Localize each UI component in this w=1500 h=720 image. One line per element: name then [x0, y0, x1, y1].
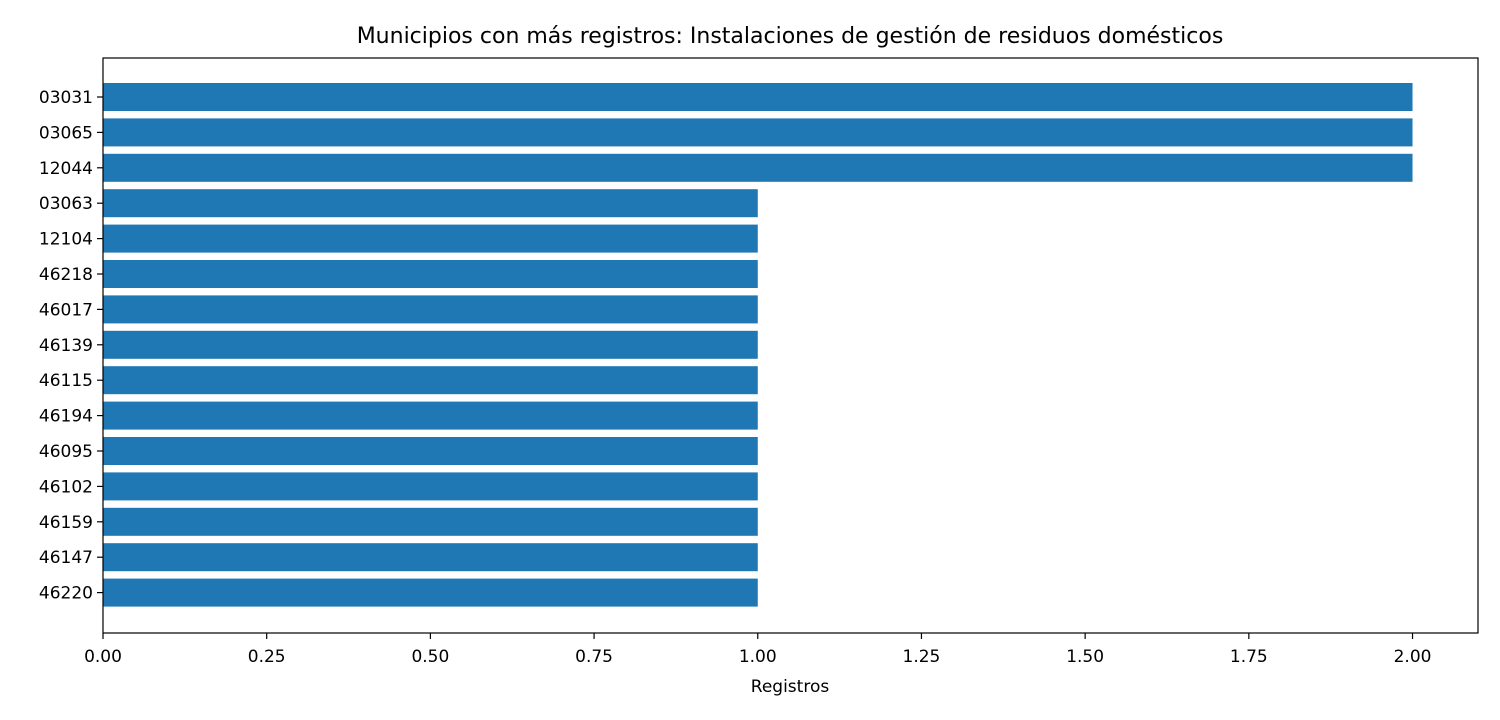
x-tick-label: 1.25	[903, 647, 941, 667]
y-tick-label: 46102	[39, 477, 93, 497]
y-tick-label: 46115	[39, 371, 93, 391]
y-tick-label: 03031	[39, 88, 93, 108]
y-tick-label: 46139	[39, 336, 93, 356]
y-tick-label: 46194	[39, 407, 93, 427]
bar-46194	[103, 401, 758, 430]
bar-46017	[103, 295, 758, 324]
bar-03063	[103, 189, 758, 218]
bar-46218	[103, 260, 758, 288]
y-tick-label: 46220	[39, 584, 93, 604]
x-tick-label: 1.50	[1066, 647, 1104, 667]
bar-03031	[103, 83, 1413, 111]
x-tick-label: 0.00	[84, 647, 122, 667]
y-tick-label: 03063	[39, 194, 93, 214]
bar-46147	[103, 543, 758, 572]
bar-46095	[103, 437, 758, 465]
x-axis-ticks: 0.00 0.25 0.50 0.75 1.00 1.25 1.50 1.75 2.00	[84, 633, 1431, 667]
x-tick-label: 0.25	[248, 647, 286, 667]
x-tick-label: 2.00	[1394, 647, 1432, 667]
x-tick-label: 0.50	[411, 647, 449, 667]
bar-12044	[103, 153, 1413, 182]
bars-group	[103, 83, 1413, 607]
bar-46115	[103, 366, 758, 395]
y-tick-label: 12044	[39, 159, 93, 179]
y-tick-label: 46159	[39, 513, 93, 533]
y-tick-label: 46147	[39, 548, 93, 568]
bar-46220	[103, 578, 758, 607]
bar-12104	[103, 224, 758, 253]
x-tick-label: 1.00	[739, 647, 777, 667]
y-tick-label: 03065	[39, 123, 93, 143]
bar-03065	[103, 118, 1413, 147]
y-tick-label: 46017	[39, 300, 93, 320]
y-tick-label: 46095	[39, 442, 93, 462]
y-tick-label: 46218	[39, 265, 93, 285]
y-tick-label: 12104	[39, 230, 93, 250]
bar-46159	[103, 507, 758, 536]
x-tick-label: 1.75	[1230, 647, 1268, 667]
bar-46139	[103, 330, 758, 359]
chart-title: Municipios con más registros: Instalacio…	[357, 24, 1224, 49]
y-axis-ticks: 03031 03065 12044 03063 12104 46218 46017 46139…	[39, 88, 103, 604]
x-tick-label: 0.75	[575, 647, 613, 667]
bar-46102	[103, 472, 758, 501]
x-axis-label: Registros	[751, 677, 830, 697]
plot-frame	[102, 57, 1479, 634]
